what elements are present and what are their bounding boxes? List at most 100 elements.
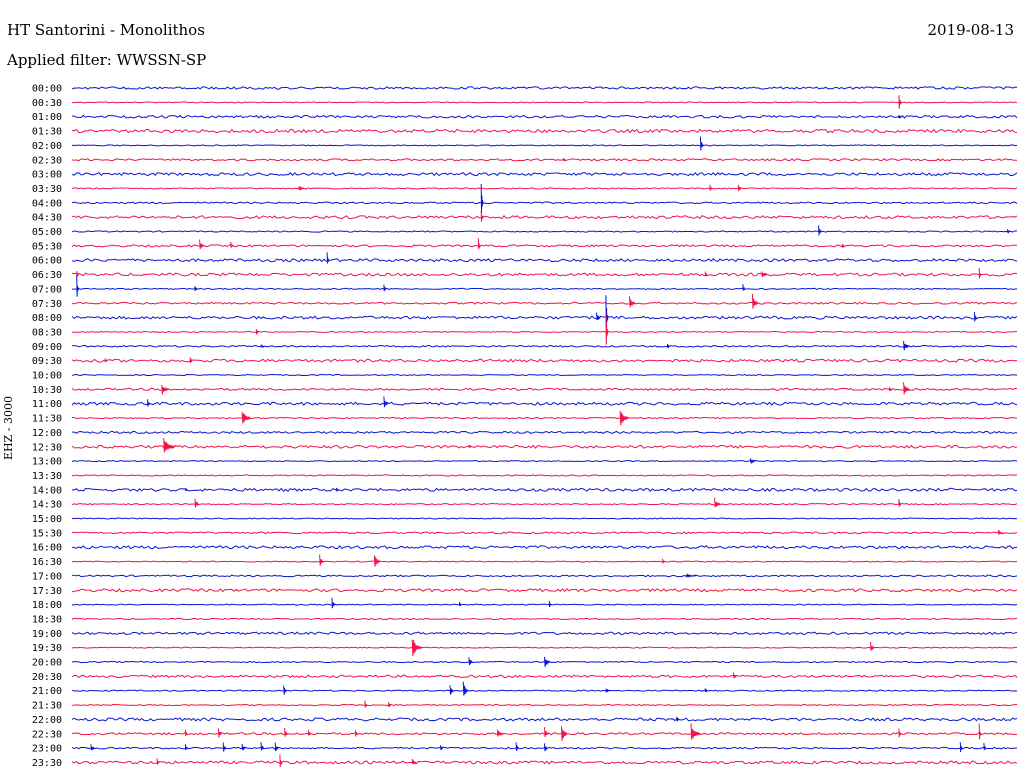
trace-row — [71, 517, 1018, 520]
seismic-event — [888, 387, 892, 392]
seismic-event — [676, 716, 680, 722]
trace-row — [71, 430, 1018, 435]
trace-row — [71, 460, 1018, 463]
seismic-event — [184, 487, 188, 492]
seismic-event — [548, 600, 552, 608]
trace-row — [71, 631, 1018, 636]
seismic-event — [605, 311, 609, 345]
row-time-label: 17:00 — [32, 571, 62, 582]
seismic-event — [496, 729, 504, 737]
row-time-label: 16:00 — [32, 543, 62, 554]
trace-row — [71, 201, 1018, 205]
trace-row — [71, 588, 1018, 593]
seismic-event — [761, 271, 768, 278]
seismic-event — [704, 688, 708, 693]
seismic-event — [260, 742, 265, 751]
seismic-event — [462, 681, 469, 696]
row-time-label: 22:00 — [32, 715, 62, 726]
seismic-event — [903, 340, 910, 351]
trace-row — [71, 215, 1018, 220]
seismic-event — [156, 758, 160, 765]
seismic-event — [959, 742, 963, 753]
trace-row — [71, 646, 1018, 649]
seismic-event — [818, 225, 822, 236]
row-time-label: 11:00 — [32, 399, 62, 410]
row-time-label: 09:00 — [32, 342, 62, 353]
trace-row — [71, 487, 1018, 492]
row-time-label: 08:30 — [32, 327, 62, 338]
trace-row — [71, 617, 1018, 621]
trace-row — [71, 703, 1018, 707]
trace-row — [71, 158, 1018, 162]
filter-label: Applied filter: WWSSN-SP — [7, 51, 207, 69]
seismic-event — [241, 411, 252, 424]
row-time-label: 20:00 — [32, 658, 62, 669]
seismic-event — [279, 754, 283, 767]
row-time-label: 05:30 — [32, 241, 62, 252]
seismic-event — [388, 702, 391, 708]
seismic-event — [147, 399, 151, 407]
seismic-event — [161, 385, 169, 395]
seismic-event — [194, 286, 198, 292]
trace-row — [71, 287, 1018, 291]
seismic-event — [364, 700, 368, 708]
trace-row — [71, 373, 1018, 377]
seismic-event — [978, 267, 982, 279]
seismic-event — [666, 343, 670, 349]
seismic-event — [255, 329, 259, 335]
seismic-event — [870, 641, 875, 651]
seismic-event — [1007, 229, 1010, 234]
row-time-label: 13:30 — [32, 471, 62, 482]
seismic-event — [283, 685, 287, 695]
row-time-label: 14:00 — [32, 485, 62, 496]
seismic-event — [274, 742, 279, 752]
seismic-event — [336, 487, 339, 492]
seismic-event — [355, 730, 358, 737]
row-time-label: 01:30 — [32, 127, 62, 138]
seismic-event — [199, 239, 204, 250]
seismic-event — [898, 95, 903, 109]
seismic-event — [449, 685, 455, 695]
row-time-label: 14:30 — [32, 500, 62, 511]
seismic-event — [662, 558, 665, 564]
seismic-event — [383, 284, 387, 292]
seismic-event — [619, 410, 630, 426]
seismic-event — [319, 554, 324, 566]
seismic-event — [218, 728, 222, 738]
seismic-event — [458, 601, 462, 607]
row-time-label: 20:30 — [32, 672, 62, 683]
seismic-event — [331, 597, 336, 609]
seismic-event — [997, 529, 1003, 535]
row-time-label: 21:00 — [32, 686, 62, 697]
trace-row — [71, 172, 1018, 177]
seismic-event — [690, 723, 701, 740]
trace-row — [71, 144, 1018, 147]
row-time-label: 23:30 — [32, 758, 62, 769]
seismic-event — [373, 555, 381, 567]
trace-row — [71, 330, 1018, 333]
seismic-event — [605, 688, 610, 693]
trace-row — [71, 244, 1018, 248]
seismic-event — [685, 573, 696, 578]
row-time-label: 03:30 — [32, 184, 62, 195]
row-time-label: 12:00 — [32, 428, 62, 439]
seismic-event — [76, 274, 80, 297]
seismic-event — [733, 672, 737, 679]
row-time-label: 17:30 — [32, 586, 62, 597]
trace-row — [71, 674, 1018, 679]
trace-row — [71, 503, 1018, 506]
seismic-event — [562, 157, 566, 162]
seismic-event — [704, 271, 708, 277]
seismic-event — [298, 185, 305, 191]
row-time-label: 18:30 — [32, 614, 62, 625]
seismic-event — [544, 743, 548, 752]
row-time-label: 22:30 — [32, 729, 62, 740]
seismic-event — [184, 729, 188, 737]
seismic-event — [544, 727, 549, 738]
row-time-label: 06:00 — [32, 256, 62, 267]
trace-row — [71, 387, 1018, 391]
seismic-event — [284, 727, 288, 737]
seismic-event — [440, 745, 443, 751]
seismic-event — [194, 498, 200, 508]
seismic-event — [90, 744, 96, 751]
